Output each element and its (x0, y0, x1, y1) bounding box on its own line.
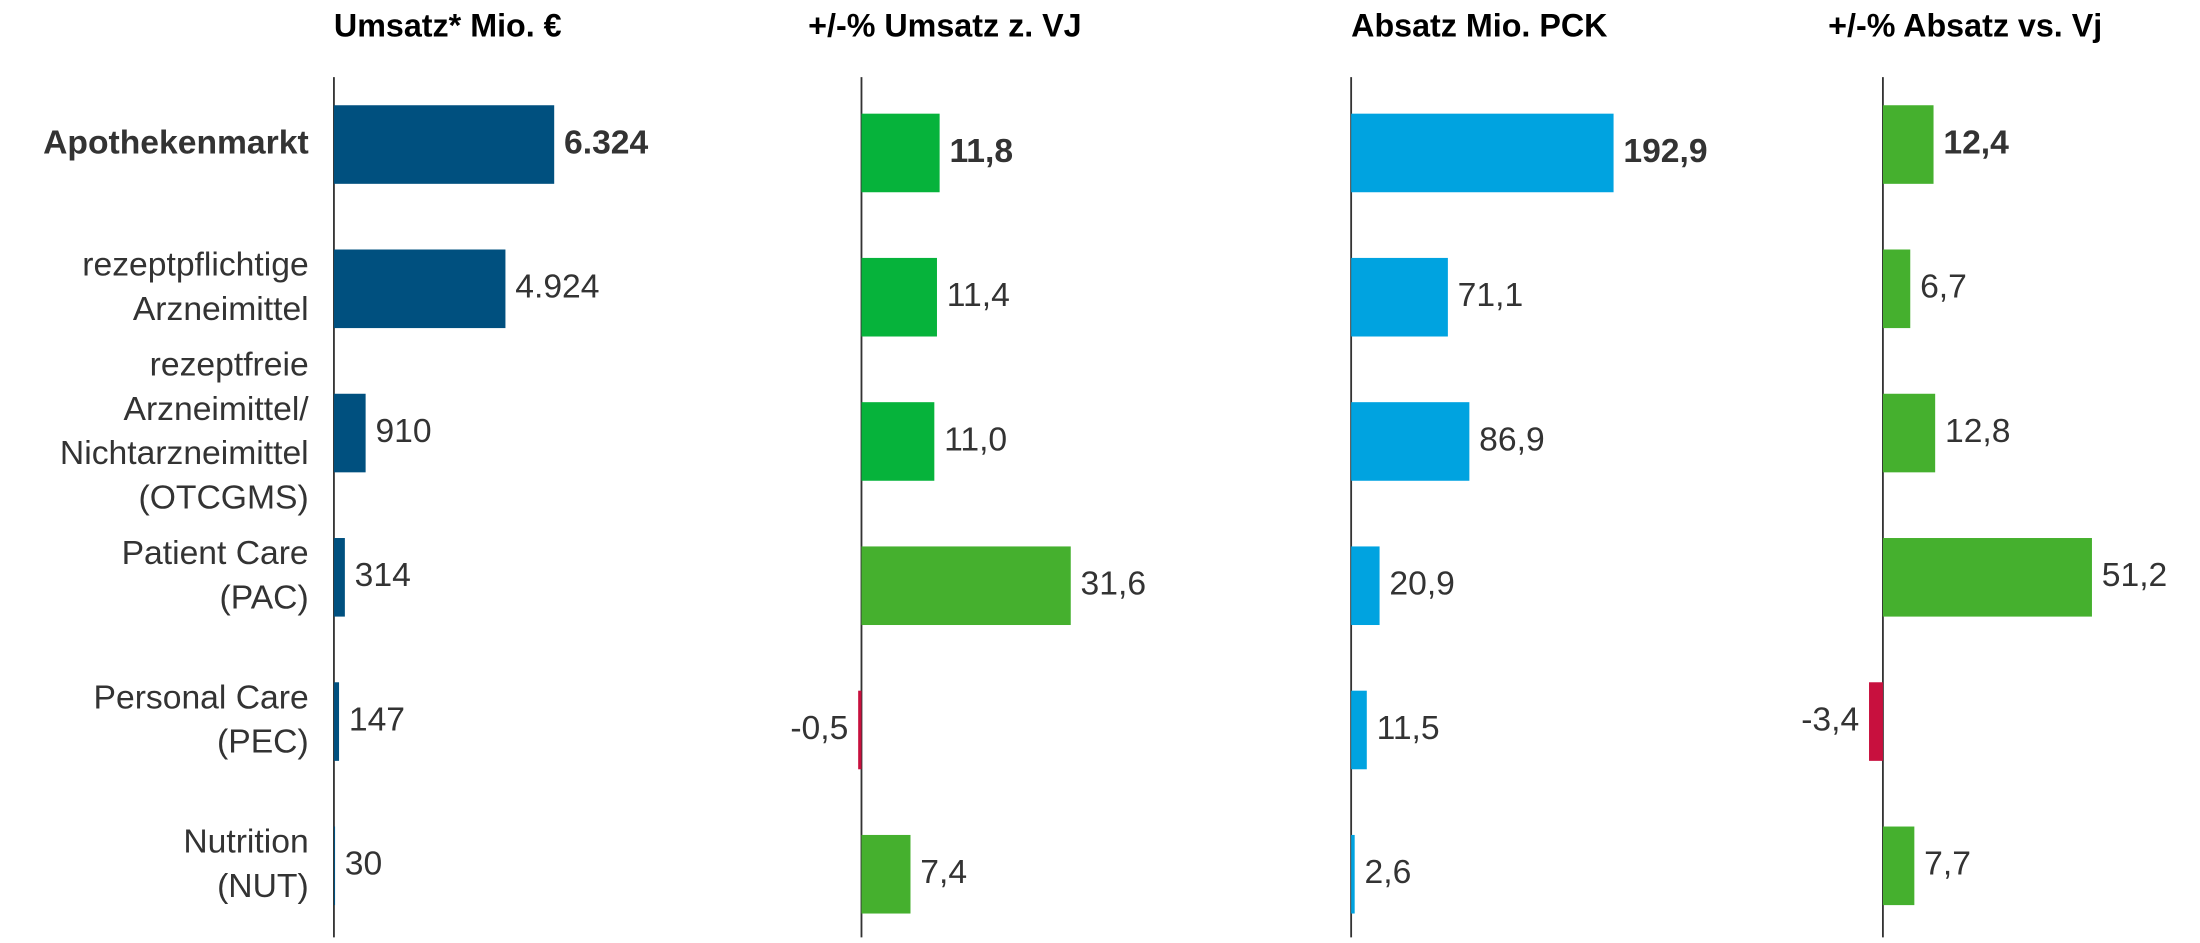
value-label: 11,8 (949, 133, 1013, 170)
bar (861, 834, 911, 914)
bar (861, 257, 937, 337)
bar (1882, 538, 2092, 617)
value-label: -0,5 (790, 710, 848, 747)
bar (1351, 546, 1380, 626)
value-label: 7,7 (1924, 846, 1971, 883)
category-line: Arzneimittel/ (124, 391, 310, 428)
value-label: 12,4 (1943, 124, 2009, 161)
bar (1882, 826, 1915, 906)
category-line: (PEC) (217, 724, 309, 761)
bar (1351, 402, 1470, 481)
value-label: 2,6 (1365, 854, 1412, 891)
bar (1351, 257, 1448, 337)
category-label: Patient Care (PAC) (122, 535, 309, 616)
bar (1869, 682, 1883, 761)
value-label: -3,4 (1801, 701, 1859, 738)
category-line: rezeptfreie (150, 347, 309, 384)
bar (1882, 105, 1934, 184)
value-label: 71,1 (1458, 277, 1524, 314)
value-label: 31,6 (1081, 566, 1147, 603)
bar (861, 402, 935, 481)
bar (1351, 834, 1355, 914)
category-line: Apothekenmarkt (43, 124, 309, 161)
value-label: 910 (375, 413, 431, 450)
panel-title: Absatz Mio. PCK (1351, 8, 1607, 44)
value-label: 4.924 (515, 269, 599, 306)
category-label: Personal Care (PEC) (94, 679, 309, 760)
category-label: rezeptpflichtige Arzneimittel (82, 247, 308, 328)
value-label: 11,4 (947, 277, 1010, 314)
value-label: 192,9 (1623, 133, 1707, 170)
bar (333, 105, 555, 184)
panel-title: +/-% Absatz vs. Vj (1828, 8, 2102, 44)
value-label: 7,4 (920, 854, 967, 891)
value-label: 6.324 (564, 124, 648, 161)
value-label: 6,7 (1920, 269, 1967, 306)
category-line: Nutrition (183, 824, 308, 861)
value-label: 314 (355, 557, 411, 594)
panel-title: +/-% Umsatz z. VJ (808, 8, 1081, 44)
value-label: 12,8 (1945, 413, 2011, 450)
value-label: 20,9 (1389, 566, 1455, 603)
category-line: Nichtarzneimittel (60, 435, 309, 472)
category-line: (NUT) (217, 868, 309, 905)
bar (861, 113, 940, 193)
bar (333, 682, 340, 761)
value-label: 51,2 (2102, 557, 2168, 594)
value-label: 11,0 (944, 421, 1007, 458)
bar (333, 826, 336, 906)
category-line: Personal Care (94, 679, 309, 716)
bar (1351, 113, 1614, 193)
bar (333, 393, 366, 473)
bar (861, 546, 1071, 626)
category-label: rezeptfreie Arzneimittel/Nichtarzneimitte… (60, 347, 309, 517)
value-label: 11,5 (1377, 710, 1440, 747)
value-label: 147 (349, 701, 405, 738)
value-label: 86,9 (1479, 421, 1545, 458)
category-line: rezeptpflichtige (82, 247, 308, 284)
category-line: (PAC) (220, 579, 309, 616)
category-label: Nutrition (NUT) (183, 824, 308, 905)
bar (1882, 249, 1911, 329)
category-label: Apothekenmarkt (43, 124, 309, 161)
panel-title: Umsatz* Mio. € (334, 8, 562, 44)
bar (858, 690, 862, 770)
bar (1882, 393, 1936, 473)
bar (333, 249, 506, 329)
category-line: (OTCGMS) (139, 479, 309, 516)
bar (1351, 690, 1367, 770)
bar (333, 538, 345, 617)
value-label: 30 (345, 846, 382, 883)
category-line: Arzneimittel (133, 291, 309, 328)
category-line: Patient Care (122, 535, 309, 572)
